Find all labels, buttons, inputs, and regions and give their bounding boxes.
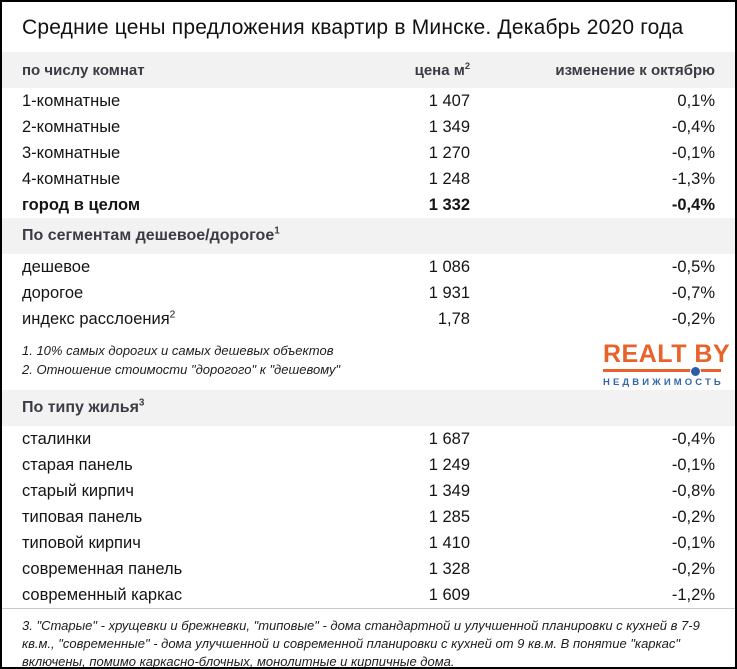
table-row: индекс расслоения2 1,78 -0,2% (22, 309, 715, 328)
section-header-segments: По сегментам дешевое/дорогое1 (2, 218, 735, 254)
table-row: 3-комнатные 1 270 -0,1% (22, 143, 715, 162)
footnote-3: 3. "Старые" - хрущевки и брежневки, "тип… (22, 618, 700, 669)
logo-dot-icon (690, 366, 701, 377)
column-header-change: изменение к октябрю (555, 61, 715, 79)
table-row: современный каркас 1 609 -1,2% (22, 585, 715, 604)
table-row: старая панель 1 249 -0,1% (22, 455, 715, 474)
table-row: типовая панель 1 285 -0,2% (22, 507, 715, 526)
table-row: типовой кирпич 1 410 -0,1% (22, 533, 715, 552)
table-row-city-total: город в целом 1 332 -0,4% (22, 195, 715, 214)
table-row: 4-комнатные 1 248 -1,3% (22, 169, 715, 188)
footnote-2: 2. Отношение стоимости "дорогого" к "деш… (22, 362, 341, 377)
table-header-rooms: по числу комнат цена м2 изменение к октя… (2, 52, 735, 88)
footnote-1: 1. 10% самых дорогих и самых дешевых объ… (22, 343, 334, 358)
footnotes-1-2: 1. 10% самых дорогих и самых дешевых объ… (22, 341, 340, 379)
table-row: дешевое 1 086 -0,5% (22, 257, 715, 276)
table-row: сталинки 1 687 -0,4% (22, 429, 715, 448)
logo-underline (603, 366, 721, 377)
section-header-housing-type: По типу жилья3 (2, 390, 735, 426)
footnote-divider (2, 608, 735, 609)
footnote-area: 1. 10% самых дорогих и самых дешевых объ… (2, 332, 735, 390)
column-header-price: цена м2 (414, 60, 470, 79)
realt-by-logo: REALT BY НЕДВИЖИМОСТЬ (603, 340, 731, 388)
realt-by-logo-text: REALT BY (603, 340, 731, 368)
table-row: 1-комнатные 1 407 0,1% (22, 91, 715, 110)
table-row: старый кирпич 1 349 -0,8% (22, 481, 715, 500)
realt-by-logo-tagline: НЕДВИЖИМОСТЬ (603, 377, 724, 388)
column-header-category: по числу комнат (22, 61, 145, 79)
table-row: дорогое 1 931 -0,7% (22, 283, 715, 302)
table-row: современная панель 1 328 -0,2% (22, 559, 715, 578)
page-title: Средние цены предложения квартир в Минск… (22, 16, 684, 39)
table-row: 2-комнатные 1 349 -0,4% (22, 117, 715, 136)
